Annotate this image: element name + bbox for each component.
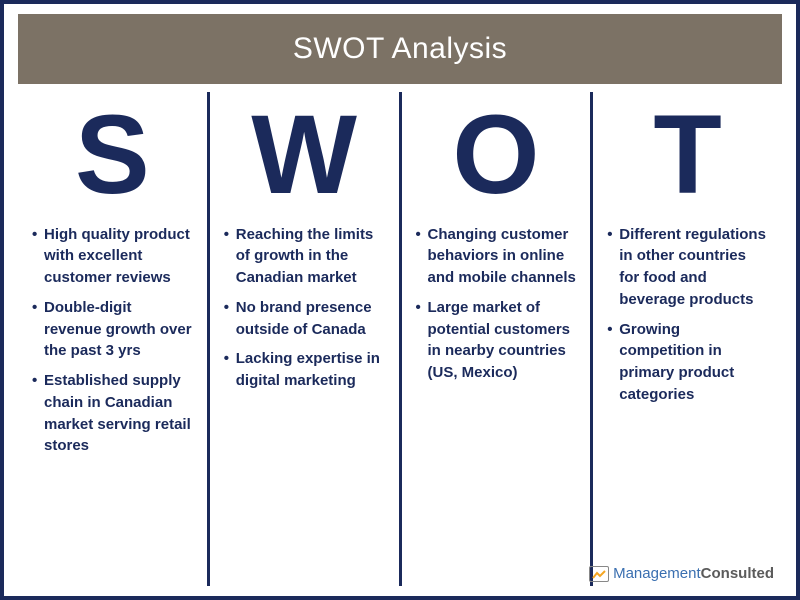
letter-o: O bbox=[416, 96, 577, 214]
bullet-item: Different regulations in other countries… bbox=[607, 224, 768, 311]
bullet-item: Lacking expertise in digital marketing bbox=[224, 348, 385, 392]
column-strengths: S High quality product with excellent cu… bbox=[18, 92, 207, 586]
bullets-t: Different regulations in other countries… bbox=[607, 224, 768, 414]
bullets-s: High quality product with excellent cust… bbox=[32, 224, 193, 466]
brand-text: ManagementConsulted bbox=[613, 565, 774, 582]
column-opportunities: O Changing customer behaviors in online … bbox=[399, 92, 591, 586]
column-threats: T Different regulations in other countri… bbox=[590, 92, 782, 586]
bullet-item: High quality product with excellent cust… bbox=[32, 224, 193, 289]
bullet-item: Reaching the limits of growth in the Can… bbox=[224, 224, 385, 289]
bullets-o: Changing customer behaviors in online an… bbox=[416, 224, 577, 392]
swot-columns: S High quality product with excellent cu… bbox=[18, 92, 782, 586]
letter-s: S bbox=[32, 96, 193, 214]
header-title: SWOT Analysis bbox=[293, 32, 507, 66]
letter-t: T bbox=[607, 96, 768, 214]
bullet-item: Established supply chain in Canadian mar… bbox=[32, 370, 193, 457]
bullet-item: Growing competition in primary product c… bbox=[607, 319, 768, 406]
brand-word1: Management bbox=[613, 565, 701, 582]
letter-w: W bbox=[224, 96, 385, 214]
bullet-item: No brand presence outside of Canada bbox=[224, 297, 385, 341]
bullet-item: Changing customer behaviors in online an… bbox=[416, 224, 577, 289]
column-weaknesses: W Reaching the limits of growth in the C… bbox=[207, 92, 399, 586]
bullet-item: Double-digit revenue growth over the pas… bbox=[32, 297, 193, 362]
header-bar: SWOT Analysis bbox=[18, 14, 782, 84]
bullet-item: Large market of potential customers in n… bbox=[416, 297, 577, 384]
brand-word2: Consulted bbox=[701, 565, 774, 582]
chart-icon bbox=[589, 566, 609, 582]
swot-frame: SWOT Analysis S High quality product wit… bbox=[0, 0, 800, 600]
brand-logo: ManagementConsulted bbox=[589, 565, 774, 582]
chart-line-icon bbox=[593, 571, 605, 578]
bullets-w: Reaching the limits of growth in the Can… bbox=[224, 224, 385, 400]
